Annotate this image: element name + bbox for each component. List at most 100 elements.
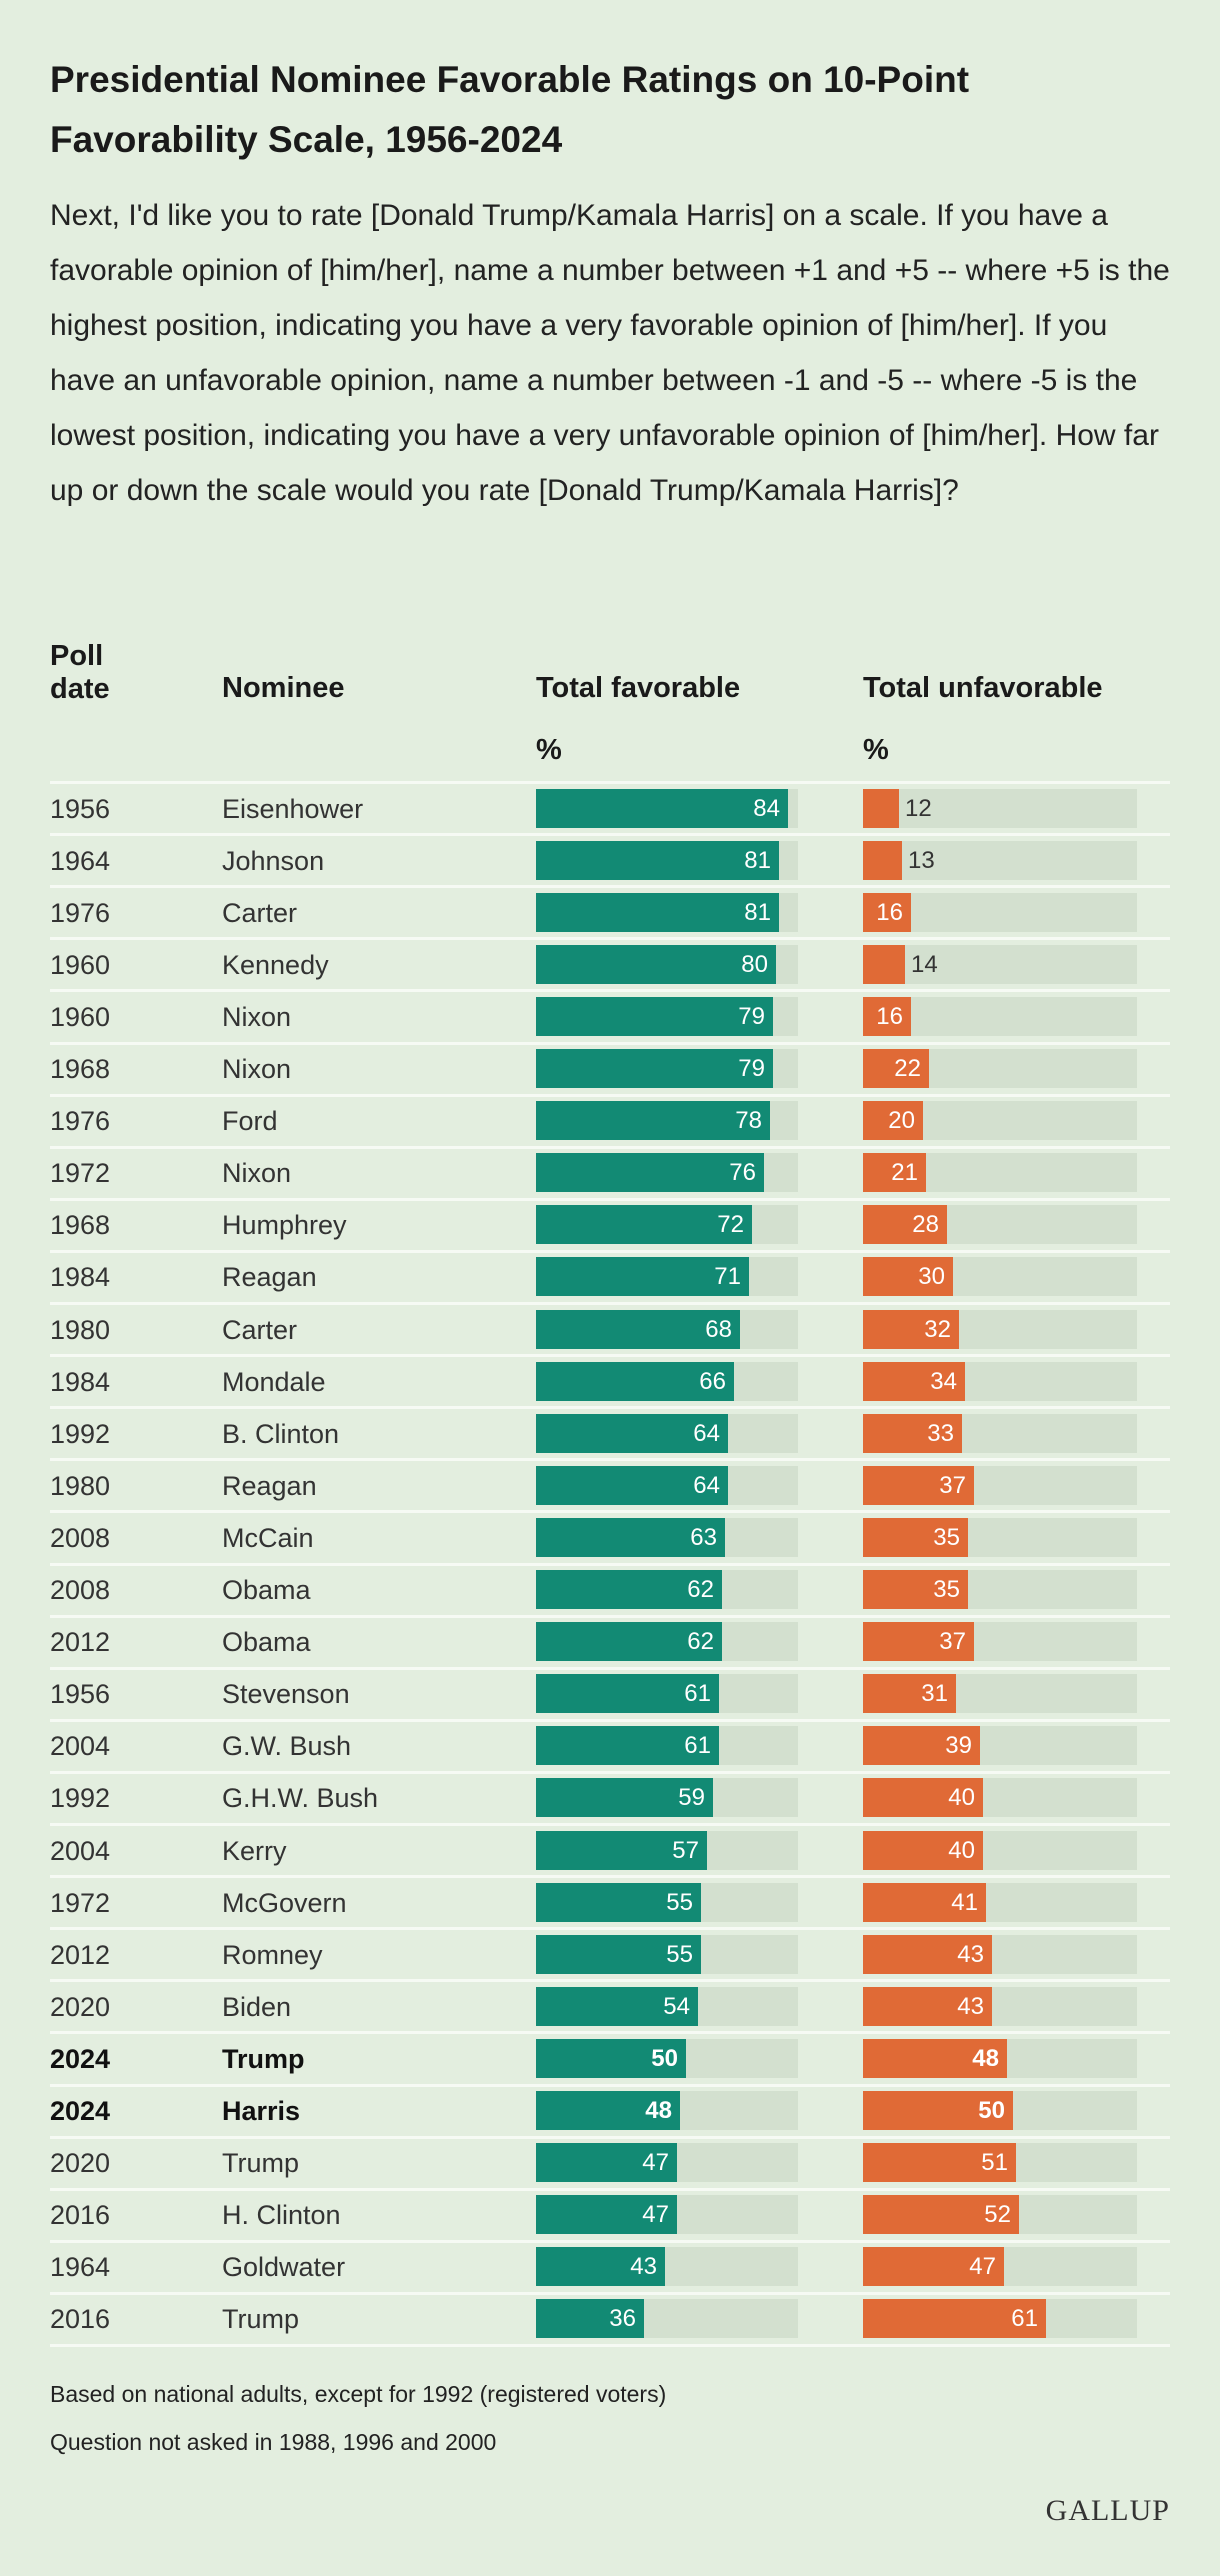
row-divider	[50, 1875, 1170, 1879]
favorable-bar	[536, 944, 776, 984]
favorable-value: 78	[735, 1107, 762, 1135]
favorable-bar	[536, 1101, 770, 1141]
row-divider	[50, 1093, 1170, 1097]
nominee-name: B. Clinton	[222, 1418, 340, 1449]
unfavorable-bar	[863, 2299, 1046, 2339]
poll-year: 1972	[50, 1158, 111, 1189]
unfavorable-value: 22	[894, 1055, 921, 1083]
unfavorable-bar	[863, 1049, 929, 1089]
row-divider	[50, 1041, 1170, 1045]
favorable-value: 81	[744, 898, 771, 926]
unfavorable-value: 41	[951, 1888, 978, 1916]
unfavorable-value: 37	[939, 1628, 966, 1656]
unfavorable-value: 51	[981, 2149, 1008, 2177]
unfavorable-bar	[863, 1413, 962, 1453]
unfavorable-value: 16	[876, 898, 903, 926]
favorable-value: 62	[687, 1576, 714, 1604]
unfavorable-bar	[863, 2195, 1019, 2235]
favorable-bar	[536, 996, 773, 1036]
nominee-name: McGovern	[222, 1887, 347, 1918]
unfavorable-value: 14	[911, 950, 938, 978]
favorable-value: 61	[684, 1680, 711, 1708]
favorable-value: 55	[666, 1940, 693, 1968]
unfavorable-value: 30	[918, 1263, 945, 1291]
unfavorable-value: 43	[957, 1992, 984, 2020]
favorable-value: 79	[738, 1002, 765, 1030]
favorable-value: 64	[693, 1471, 720, 1499]
poll-year: 2012	[50, 1627, 111, 1658]
row-divider	[50, 2344, 1170, 2347]
row-divider	[50, 1406, 1170, 1410]
row-divider	[50, 1823, 1170, 1826]
unfavorable-value: 37	[939, 1471, 966, 1499]
poll-year: 1992	[50, 1418, 111, 1449]
poll-year: 1964	[50, 2252, 111, 2283]
header-nominee: Nominee	[222, 672, 345, 704]
poll-year: 2020	[50, 2148, 111, 2179]
unfavorable-value: 32	[924, 1315, 951, 1343]
row-divider	[50, 1562, 1170, 1566]
row-divider	[50, 781, 1170, 784]
header-poll-date: Poll date	[50, 640, 110, 705]
favorable-bar	[536, 1205, 752, 1245]
unit-unfavorable: %	[863, 734, 889, 766]
favorable-value: 68	[705, 1315, 732, 1343]
nominee-name: H. Clinton	[222, 2200, 341, 2231]
favorable-bar	[536, 840, 779, 880]
poll-year: 1980	[50, 1314, 111, 1345]
row-divider	[50, 1770, 1170, 1774]
poll-year: 1976	[50, 897, 111, 928]
nominee-name: Obama	[222, 1627, 311, 1658]
poll-year: 1984	[50, 1366, 111, 1397]
favorable-value: 57	[672, 1836, 699, 1864]
favorable-value: 71	[714, 1263, 741, 1291]
nominee-name: Mondale	[222, 1366, 326, 1397]
nominee-name: Biden	[222, 1991, 292, 2022]
unfavorable-bar	[863, 1778, 983, 1818]
nominee-name: G.W. Bush	[222, 1731, 352, 1762]
unfavorable-bar	[863, 1674, 956, 1714]
nominee-name: Reagan	[222, 1470, 317, 1501]
favorable-value: 62	[687, 1628, 714, 1656]
unfavorable-value: 47	[969, 2253, 996, 2281]
nominee-name: Trump	[222, 2043, 305, 2074]
unfavorable-bar	[863, 840, 902, 880]
unfavorable-value: 16	[876, 1002, 903, 1030]
favorable-value: 63	[690, 1523, 717, 1551]
unfavorable-bar	[863, 2091, 1013, 2131]
nominee-name: Kennedy	[222, 949, 329, 980]
unfavorable-value: 40	[948, 1784, 975, 1812]
poll-year: 1968	[50, 1054, 111, 1085]
poll-year: 2016	[50, 2200, 111, 2231]
favorable-bar	[536, 1934, 701, 1974]
row-divider	[50, 1197, 1170, 1201]
row-divider	[50, 1354, 1170, 1358]
unfavorable-bar	[863, 1517, 968, 1557]
nominee-name: Goldwater	[222, 2252, 346, 2283]
row-divider	[50, 2083, 1170, 2087]
header-unfavorable: Total unfavorable	[863, 672, 1103, 704]
row-divider	[50, 1666, 1170, 1670]
nominee-name: Humphrey	[222, 1210, 347, 1241]
nominee-name: Eisenhower	[222, 793, 364, 824]
poll-year: 1976	[50, 1106, 111, 1137]
poll-year: 2004	[50, 1835, 111, 1866]
poll-year: 1960	[50, 1001, 111, 1032]
row-divider	[50, 937, 1170, 941]
unfavorable-value: 33	[927, 1419, 954, 1447]
unfavorable-bar	[863, 2143, 1016, 2183]
unfavorable-value: 50	[978, 2097, 1005, 2125]
favorable-value: 47	[642, 2201, 669, 2229]
favorable-value: 54	[663, 1992, 690, 2020]
unfavorable-value: 12	[905, 794, 932, 822]
favorable-bar	[536, 1882, 701, 1922]
unfavorable-bar	[863, 944, 905, 984]
unfavorable-bar	[863, 1570, 968, 1610]
row-divider	[50, 1614, 1170, 1618]
nominee-name: Nixon	[222, 1054, 292, 1085]
unfavorable-bar	[863, 1465, 974, 1505]
nominee-name: Reagan	[222, 1262, 317, 1293]
poll-year: 2024	[50, 2096, 111, 2127]
row-divider	[50, 1510, 1170, 1514]
